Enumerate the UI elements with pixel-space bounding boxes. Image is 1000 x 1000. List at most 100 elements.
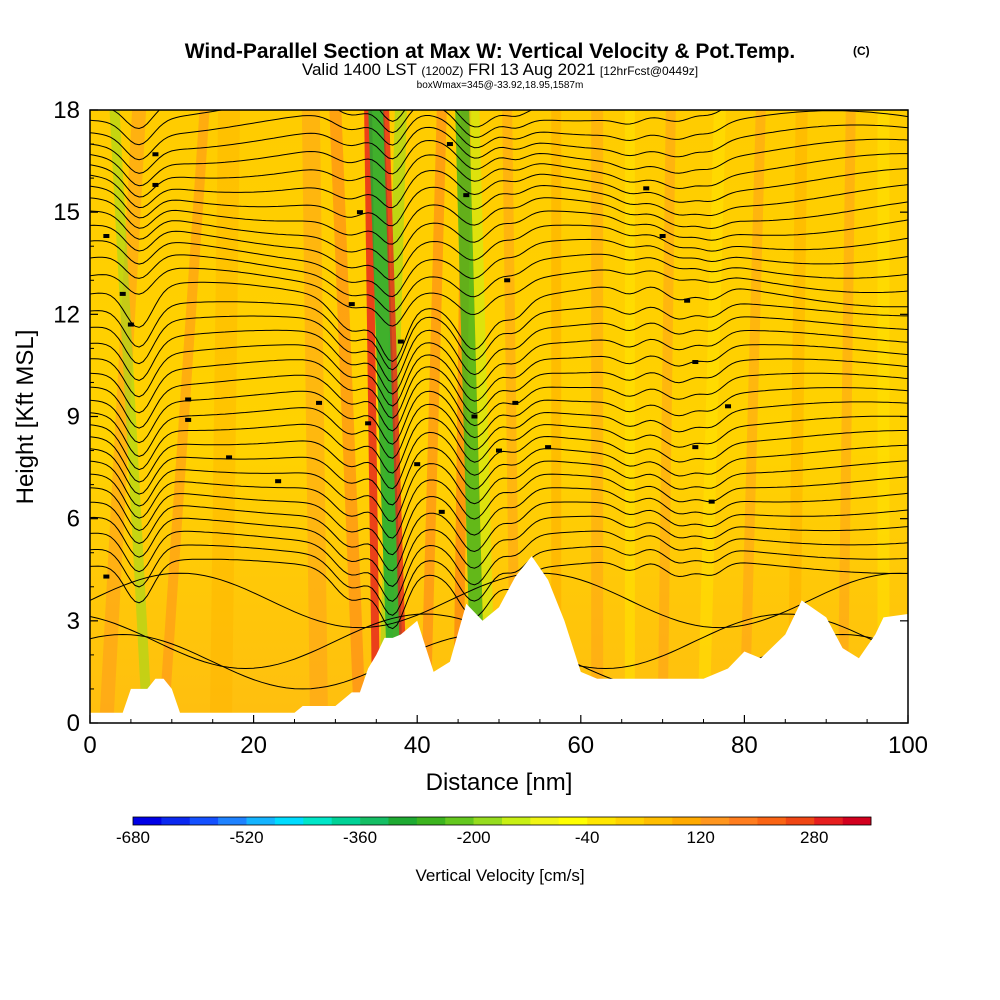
colorbar-swatch-26 xyxy=(842,817,872,825)
velocity-band-19 xyxy=(657,110,676,723)
contour-label-28 xyxy=(708,499,715,504)
colorbar-swatch-23 xyxy=(757,817,787,825)
theta-contour-33 xyxy=(90,110,723,146)
contour-label-26 xyxy=(692,360,699,365)
colorbar-swatch-6 xyxy=(274,817,304,825)
contour-label-4 xyxy=(152,152,159,157)
velocity-band-17 xyxy=(591,110,604,723)
contour-label-30 xyxy=(103,574,110,579)
contour-label-20 xyxy=(504,278,511,283)
colorbar-swatch-5 xyxy=(246,817,276,825)
contour-label-8 xyxy=(275,479,282,484)
colorbar-swatch-22 xyxy=(729,817,758,825)
theta-contour-17 xyxy=(90,329,908,395)
theta-contour-27 xyxy=(90,184,908,227)
contour-labels xyxy=(103,142,732,579)
theta-contour-11 xyxy=(90,415,908,474)
contour-label-21 xyxy=(512,400,519,405)
theta-contour-low-1 xyxy=(90,572,908,629)
x-tick-label-80: 80 xyxy=(731,732,758,759)
colorbar-swatch-24 xyxy=(785,817,815,825)
contour-label-17 xyxy=(463,193,470,198)
y-tick-label-0: 0 xyxy=(67,710,80,737)
velocity-band-18 xyxy=(624,110,635,723)
theta-contour-24 xyxy=(90,224,908,281)
theta-contour-4 xyxy=(90,515,908,587)
colorbar-swatch-9 xyxy=(360,817,389,825)
colorbar-swatch-1 xyxy=(133,817,162,825)
colorbar-tick-120: 120 xyxy=(687,828,715,847)
chart-title: Wind-Parallel Section at Max W: Vertical… xyxy=(185,40,796,63)
velocity-band-16 xyxy=(551,110,562,723)
velocity-band-4 xyxy=(209,110,241,723)
theta-contour-8 xyxy=(90,460,908,523)
colorbar-swatch-10 xyxy=(388,817,418,825)
velocity-band-2 xyxy=(109,110,153,723)
theta-contour-13 xyxy=(90,387,908,445)
colorbar-swatch-2 xyxy=(161,817,191,825)
contour-label-5 xyxy=(152,182,159,187)
theta-contour-25 xyxy=(90,210,908,263)
contour-label-6 xyxy=(185,397,192,402)
colorbar-swatch-3 xyxy=(189,817,219,825)
theta-contour-21 xyxy=(90,267,908,327)
contour-label-10 xyxy=(348,302,355,307)
contour-label-12 xyxy=(365,421,372,426)
terrain-mask xyxy=(90,556,908,723)
colorbar-tick--520: -520 xyxy=(230,828,264,847)
velocity-band-9 xyxy=(368,110,405,723)
theta-contour-3 xyxy=(90,530,908,602)
x-tick-label-20: 20 xyxy=(240,732,267,759)
y-tick-label-9: 9 xyxy=(67,404,80,431)
contour-label-2 xyxy=(119,291,126,296)
x-axis: 0 20 40 60 80 100 xyxy=(83,715,928,759)
contour-label-1 xyxy=(103,234,110,239)
theta-contour-5 xyxy=(90,501,908,572)
colorbar-swatch-4 xyxy=(218,817,247,825)
colorbar-frame xyxy=(132,816,872,826)
y-tick-label-18: 18 xyxy=(53,97,80,124)
theta-contour-16 xyxy=(90,344,908,407)
contour-label-18 xyxy=(471,414,478,419)
theta-contour-31 xyxy=(90,124,908,174)
theta-contour-6 xyxy=(90,487,908,556)
y-tick-label-15: 15 xyxy=(53,199,80,226)
theta-contour-29 xyxy=(90,153,908,198)
theta-contour-14 xyxy=(90,372,908,432)
contour-label-19 xyxy=(496,448,502,453)
y-axis: 0 3 6 9 12 15 18 xyxy=(53,97,908,737)
x-tick-label-100: 100 xyxy=(888,732,928,759)
colorbar-swatch-8 xyxy=(331,817,361,825)
velocity-band-11 xyxy=(420,110,447,723)
theta-contour-28 xyxy=(90,168,908,209)
contour-label-15 xyxy=(438,509,445,514)
colorbar-swatch-19 xyxy=(643,817,673,825)
velocity-band-5 xyxy=(301,110,329,723)
colorbar-swatch-14 xyxy=(502,817,531,825)
theta-contour-32 xyxy=(90,110,908,161)
y-tick-label-12: 12 xyxy=(53,301,80,328)
colorbar-swatch-16 xyxy=(558,817,588,825)
theta-contour-7 xyxy=(90,473,908,539)
velocity-band-8 xyxy=(364,110,381,723)
contour-label-23 xyxy=(643,186,650,191)
colorbar-swatch-15 xyxy=(530,817,560,825)
chart-box-info: boxWmax=345@-33.92,18.95,1587m xyxy=(417,80,584,91)
colorbar-swatch-11 xyxy=(416,817,446,825)
plot-area xyxy=(90,110,908,723)
colorbar xyxy=(132,816,872,826)
x-tick-label-0: 0 xyxy=(83,732,96,759)
colorbar-ticks: -680 -520 -360 -200 -40 120 280 xyxy=(116,828,828,847)
theta-contour-22 xyxy=(90,253,908,313)
colorbar-swatch-21 xyxy=(700,817,730,825)
colorbar-swatch-17 xyxy=(587,817,616,825)
colorbar-tick--200: -200 xyxy=(457,828,491,847)
contour-label-29 xyxy=(725,404,732,409)
theta-contour-12 xyxy=(90,401,908,459)
theta-contour-19 xyxy=(90,301,908,371)
theta-contour-1 xyxy=(90,558,908,630)
theta-contour-23 xyxy=(90,238,908,298)
chart-subtitle: Valid 1400 LST (1200Z) FRI 13 Aug 2021 [… xyxy=(302,60,698,79)
contour-label-25 xyxy=(684,298,691,303)
